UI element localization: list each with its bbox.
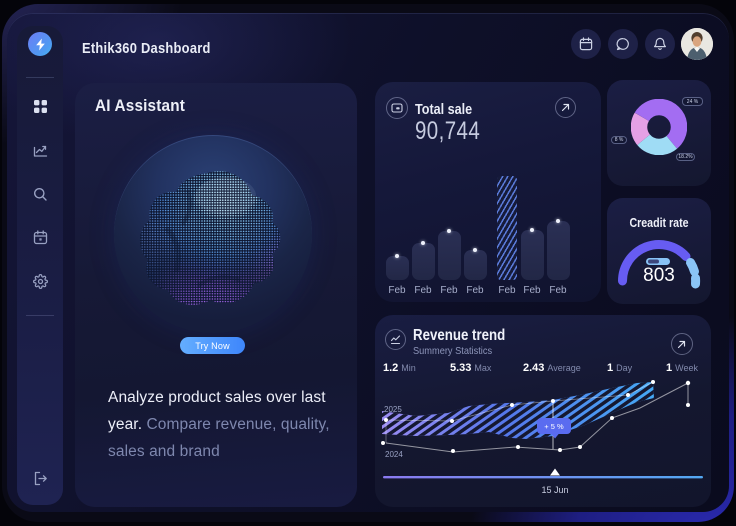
svg-text:15 Jun: 15 Jun (541, 485, 568, 495)
svg-text:2025: 2025 (384, 405, 402, 414)
svg-text:2024: 2024 (385, 450, 403, 459)
svg-text:+ 5 %: + 5 % (544, 422, 564, 431)
